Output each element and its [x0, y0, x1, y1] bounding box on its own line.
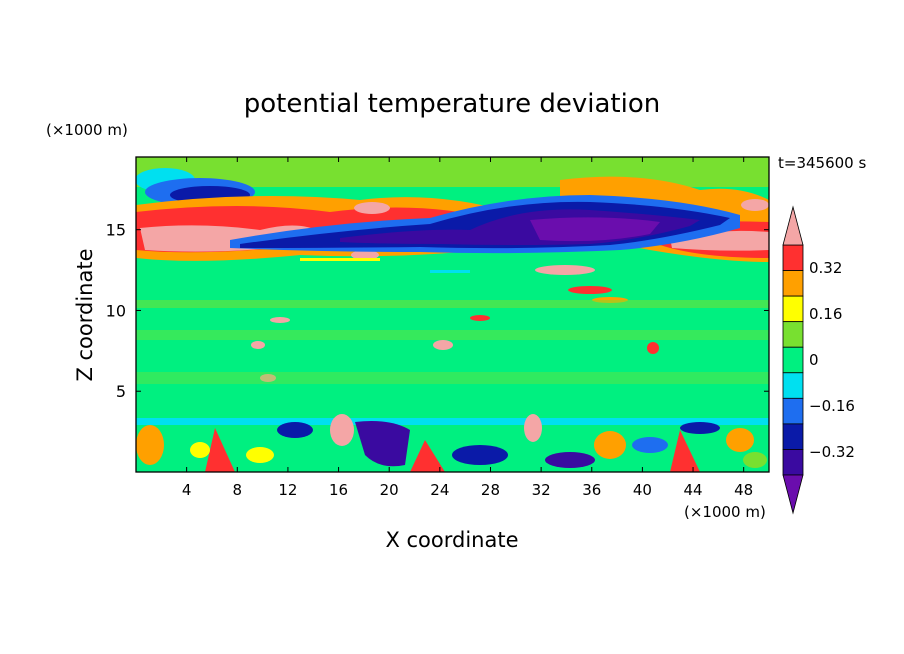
contour-field	[136, 157, 769, 472]
colorbar: 0.32 0.16 0 −0.16 −0.32	[782, 205, 855, 515]
bl-red-3	[670, 430, 700, 472]
bl-orange-1	[136, 425, 164, 465]
pink-blob-1	[354, 202, 390, 214]
bl-orange-2	[594, 431, 626, 459]
colorbar-extend-top	[782, 205, 804, 246]
colorbar-segment	[782, 244, 804, 271]
bl-purple-4	[277, 422, 313, 438]
plot-frame	[135, 156, 770, 473]
colorbar-label: 0	[809, 351, 819, 369]
x-tick-label: 28	[481, 481, 500, 499]
colorbar-segment	[782, 295, 804, 323]
right-pink-spot	[741, 199, 769, 211]
bl-green-1	[743, 452, 767, 468]
x-tick-label: 12	[278, 481, 297, 499]
x-unit-label: (×1000 m)	[684, 503, 766, 521]
colorbar-label: −0.16	[809, 397, 855, 415]
colorbar-extend-bottom	[782, 474, 804, 515]
x-tick-label: 48	[734, 481, 753, 499]
bl-pink-1	[330, 414, 354, 446]
y-tick-label: 10	[106, 301, 126, 320]
bl-orange-3	[726, 428, 754, 452]
bl-yellow-2	[190, 442, 210, 458]
bl-pink-2	[524, 414, 542, 442]
colorbar-segment	[782, 397, 804, 425]
bl-purple-1	[355, 421, 410, 467]
bl-yellow-1	[246, 447, 274, 463]
chart-title: potential temperature deviation	[244, 89, 660, 119]
y-tick-label: 15	[106, 221, 126, 240]
x-tick-label: 20	[380, 481, 399, 499]
mid-pink-1	[535, 265, 595, 275]
colorbar-label: −0.32	[809, 443, 855, 461]
time-label: t=345600 s	[778, 154, 866, 172]
colorbar-segment	[782, 321, 804, 348]
bl-blue-1	[632, 437, 668, 453]
colorbar-segment	[782, 449, 804, 476]
colorbar-label: 0.16	[809, 305, 842, 323]
mid-red-1	[568, 286, 612, 294]
mid-pink-2	[270, 317, 290, 323]
mid-pink-5	[260, 374, 276, 382]
mid-red-2	[470, 315, 490, 321]
x-tick-label: 4	[182, 481, 192, 499]
x-tick-label: 32	[532, 481, 551, 499]
x-tick-label: 8	[233, 481, 243, 499]
y-unit-label: (×1000 m)	[46, 121, 128, 139]
yellow-streak	[300, 258, 380, 261]
bl-red-1	[205, 428, 235, 472]
colorbar-segment	[782, 346, 804, 374]
bl-purple-3	[545, 452, 595, 468]
bl-purple-5	[680, 422, 720, 434]
bl-purple-2	[452, 445, 508, 465]
y-axis-label: Z coordinate	[73, 248, 97, 381]
x-axis-label: X coordinate	[385, 528, 518, 552]
y-tick-label: 5	[116, 382, 126, 401]
bl-red-2	[410, 440, 445, 472]
mid-pink-4	[251, 341, 265, 349]
cyan-streak	[430, 270, 470, 273]
colorbar-label: 0.32	[809, 259, 842, 277]
x-tick-label: 24	[430, 481, 449, 499]
light-green-band-2	[136, 330, 769, 340]
pink-blob-2	[351, 250, 379, 260]
light-green-band-1	[136, 300, 769, 308]
colorbar-segment	[782, 372, 804, 399]
x-tick-label: 44	[683, 481, 702, 499]
light-green-band-3	[136, 372, 769, 384]
colorbar-segment	[782, 423, 804, 450]
x-tick-label: 16	[329, 481, 348, 499]
cold-layer-purple	[530, 217, 660, 242]
mid-red-3	[647, 342, 659, 354]
colorbar-segment	[782, 270, 804, 297]
x-tick-label: 36	[582, 481, 601, 499]
x-tick-label: 40	[633, 481, 652, 499]
mid-pink-3	[433, 340, 453, 350]
